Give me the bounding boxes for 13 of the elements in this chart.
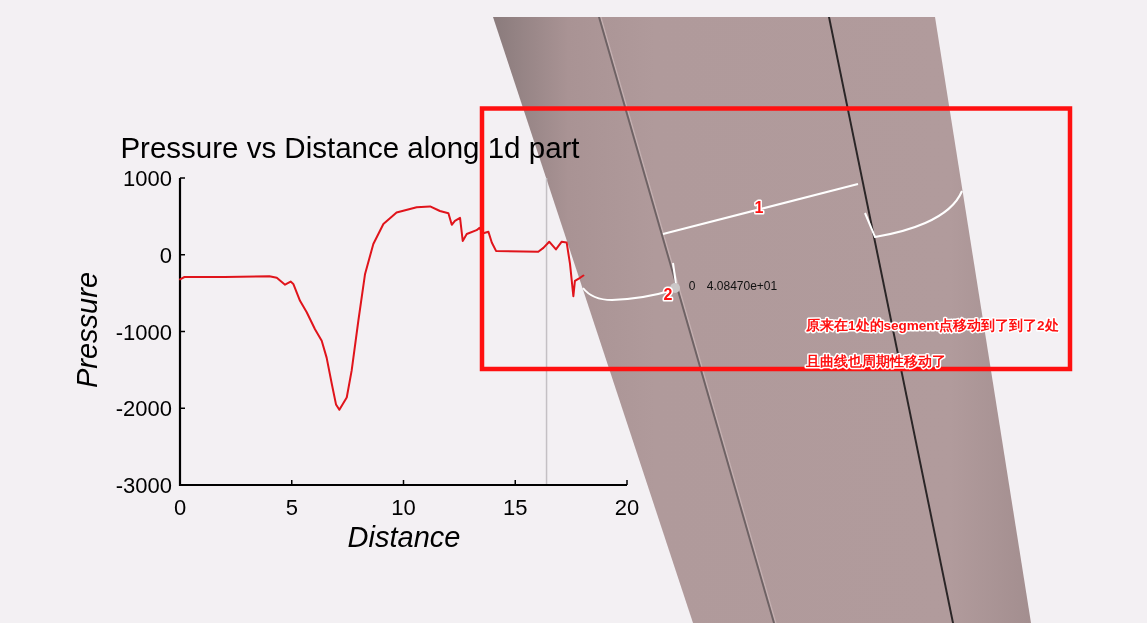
x-tick-label: 5 [285,495,298,520]
y-tick-label: 1000 [123,166,172,191]
x-tick-label: 15 [503,495,528,520]
y-tick-label: -3000 [115,473,172,498]
ylabel: Pressure [71,272,103,388]
xlabel: Distance [347,521,461,553]
y-tick-label: -1000 [115,319,172,345]
y-tick-label: -2000 [115,396,172,422]
annotation: 0 [688,279,696,293]
annotation: 4.08470e+01 [706,279,778,293]
x-tick-label: 20 [614,495,640,520]
y-tick-label: 0 [159,242,172,268]
x-tick-label: 10 [391,495,416,520]
